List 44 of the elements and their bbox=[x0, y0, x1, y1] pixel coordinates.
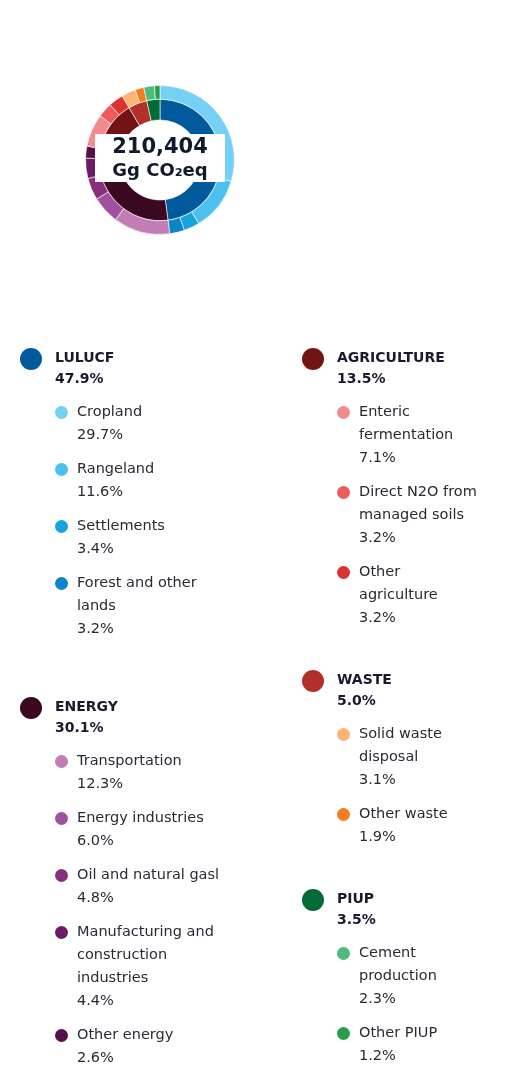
data-label: 12.3% bbox=[77, 774, 125, 793]
legend-label: Oil and natural gasl bbox=[77, 865, 221, 884]
data-label: 4.8% bbox=[77, 888, 115, 907]
data-label: 3.2% bbox=[359, 528, 397, 547]
text: Gg CO₂eq bbox=[111, 158, 209, 182]
data-label: 30.1% bbox=[55, 718, 105, 737]
legend-label: Solid waste disposal bbox=[359, 724, 443, 766]
data-label: 2.6% bbox=[77, 1048, 115, 1067]
data-label: 3.4% bbox=[77, 539, 115, 558]
legend-label: Manufacturing and construction industries bbox=[77, 922, 215, 987]
data-label: 4.4% bbox=[77, 991, 115, 1010]
data-label: 7.1% bbox=[359, 448, 397, 467]
data-label: 6.0% bbox=[77, 831, 115, 850]
data-label: 3.1% bbox=[359, 770, 397, 789]
data-label: 5.0% bbox=[337, 691, 377, 710]
legend-label: Energy industries bbox=[77, 808, 205, 827]
legend-label: Other waste bbox=[359, 804, 449, 823]
legend-label: ENERGY bbox=[55, 697, 119, 716]
data-label: 2.3% bbox=[359, 989, 397, 1008]
data-label: 3.2% bbox=[77, 619, 115, 638]
legend-label: Other PIUP bbox=[359, 1023, 439, 1042]
legend-label: Transportation bbox=[77, 751, 183, 770]
legend-label: Settlements bbox=[77, 516, 166, 535]
legend-label: Other energy bbox=[77, 1025, 175, 1044]
legend-label: Rangeland bbox=[77, 459, 156, 478]
legend-label: WASTE bbox=[337, 670, 393, 689]
data-label: 3.5% bbox=[337, 910, 377, 929]
legend-label: Enteric fermentation bbox=[359, 402, 455, 444]
legend-label: Cropland bbox=[77, 402, 144, 421]
data-label: 13.5% bbox=[337, 369, 387, 388]
data-label: 3.2% bbox=[359, 608, 397, 627]
legend-label: AGRICULTURE bbox=[337, 348, 446, 367]
legend-label: Direct N2O from managed soils bbox=[359, 482, 478, 524]
legend-label: Other agriculture bbox=[359, 562, 439, 604]
data-label: 1.9% bbox=[359, 827, 397, 846]
legend-label: Forest and other lands bbox=[77, 573, 198, 615]
data-label: 1.2% bbox=[359, 1046, 397, 1065]
text: 210,404 bbox=[111, 134, 209, 158]
data-label: 47.9% bbox=[55, 369, 105, 388]
data-label: 11.6% bbox=[77, 482, 125, 501]
legend-label: PIUP bbox=[337, 889, 376, 908]
legend-label: Cement production bbox=[359, 943, 438, 985]
legend-label: LULUCF bbox=[55, 348, 116, 367]
data-label: 29.7% bbox=[77, 425, 125, 444]
